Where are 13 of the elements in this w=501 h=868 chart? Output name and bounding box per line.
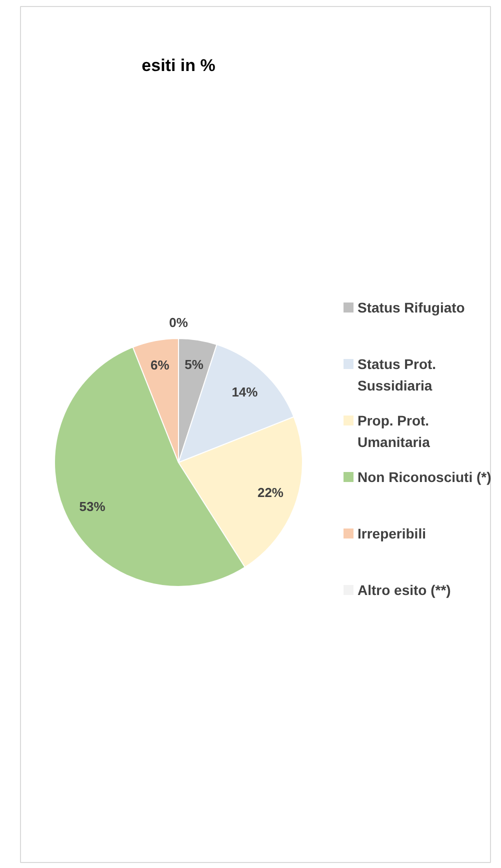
data-label: 5% (184, 357, 204, 372)
legend-label: Status Rifugiato (358, 300, 465, 316)
legend-label: Irreperibili (358, 526, 426, 542)
data-label: 6% (150, 358, 170, 373)
data-label: 53% (79, 498, 106, 514)
data-label: 14% (232, 384, 258, 400)
text: 0% (169, 314, 188, 330)
legend-label: Non Riconosciuti (*) (358, 469, 492, 485)
chart-title: esiti in % (142, 56, 216, 75)
legend-label: Status Prot. Sussidiaria (358, 356, 436, 394)
legend-label: Prop. Prot. Umanitaria (358, 412, 430, 450)
legend-label: Altro esito (**) (358, 582, 451, 598)
data-label: 22% (257, 484, 284, 500)
